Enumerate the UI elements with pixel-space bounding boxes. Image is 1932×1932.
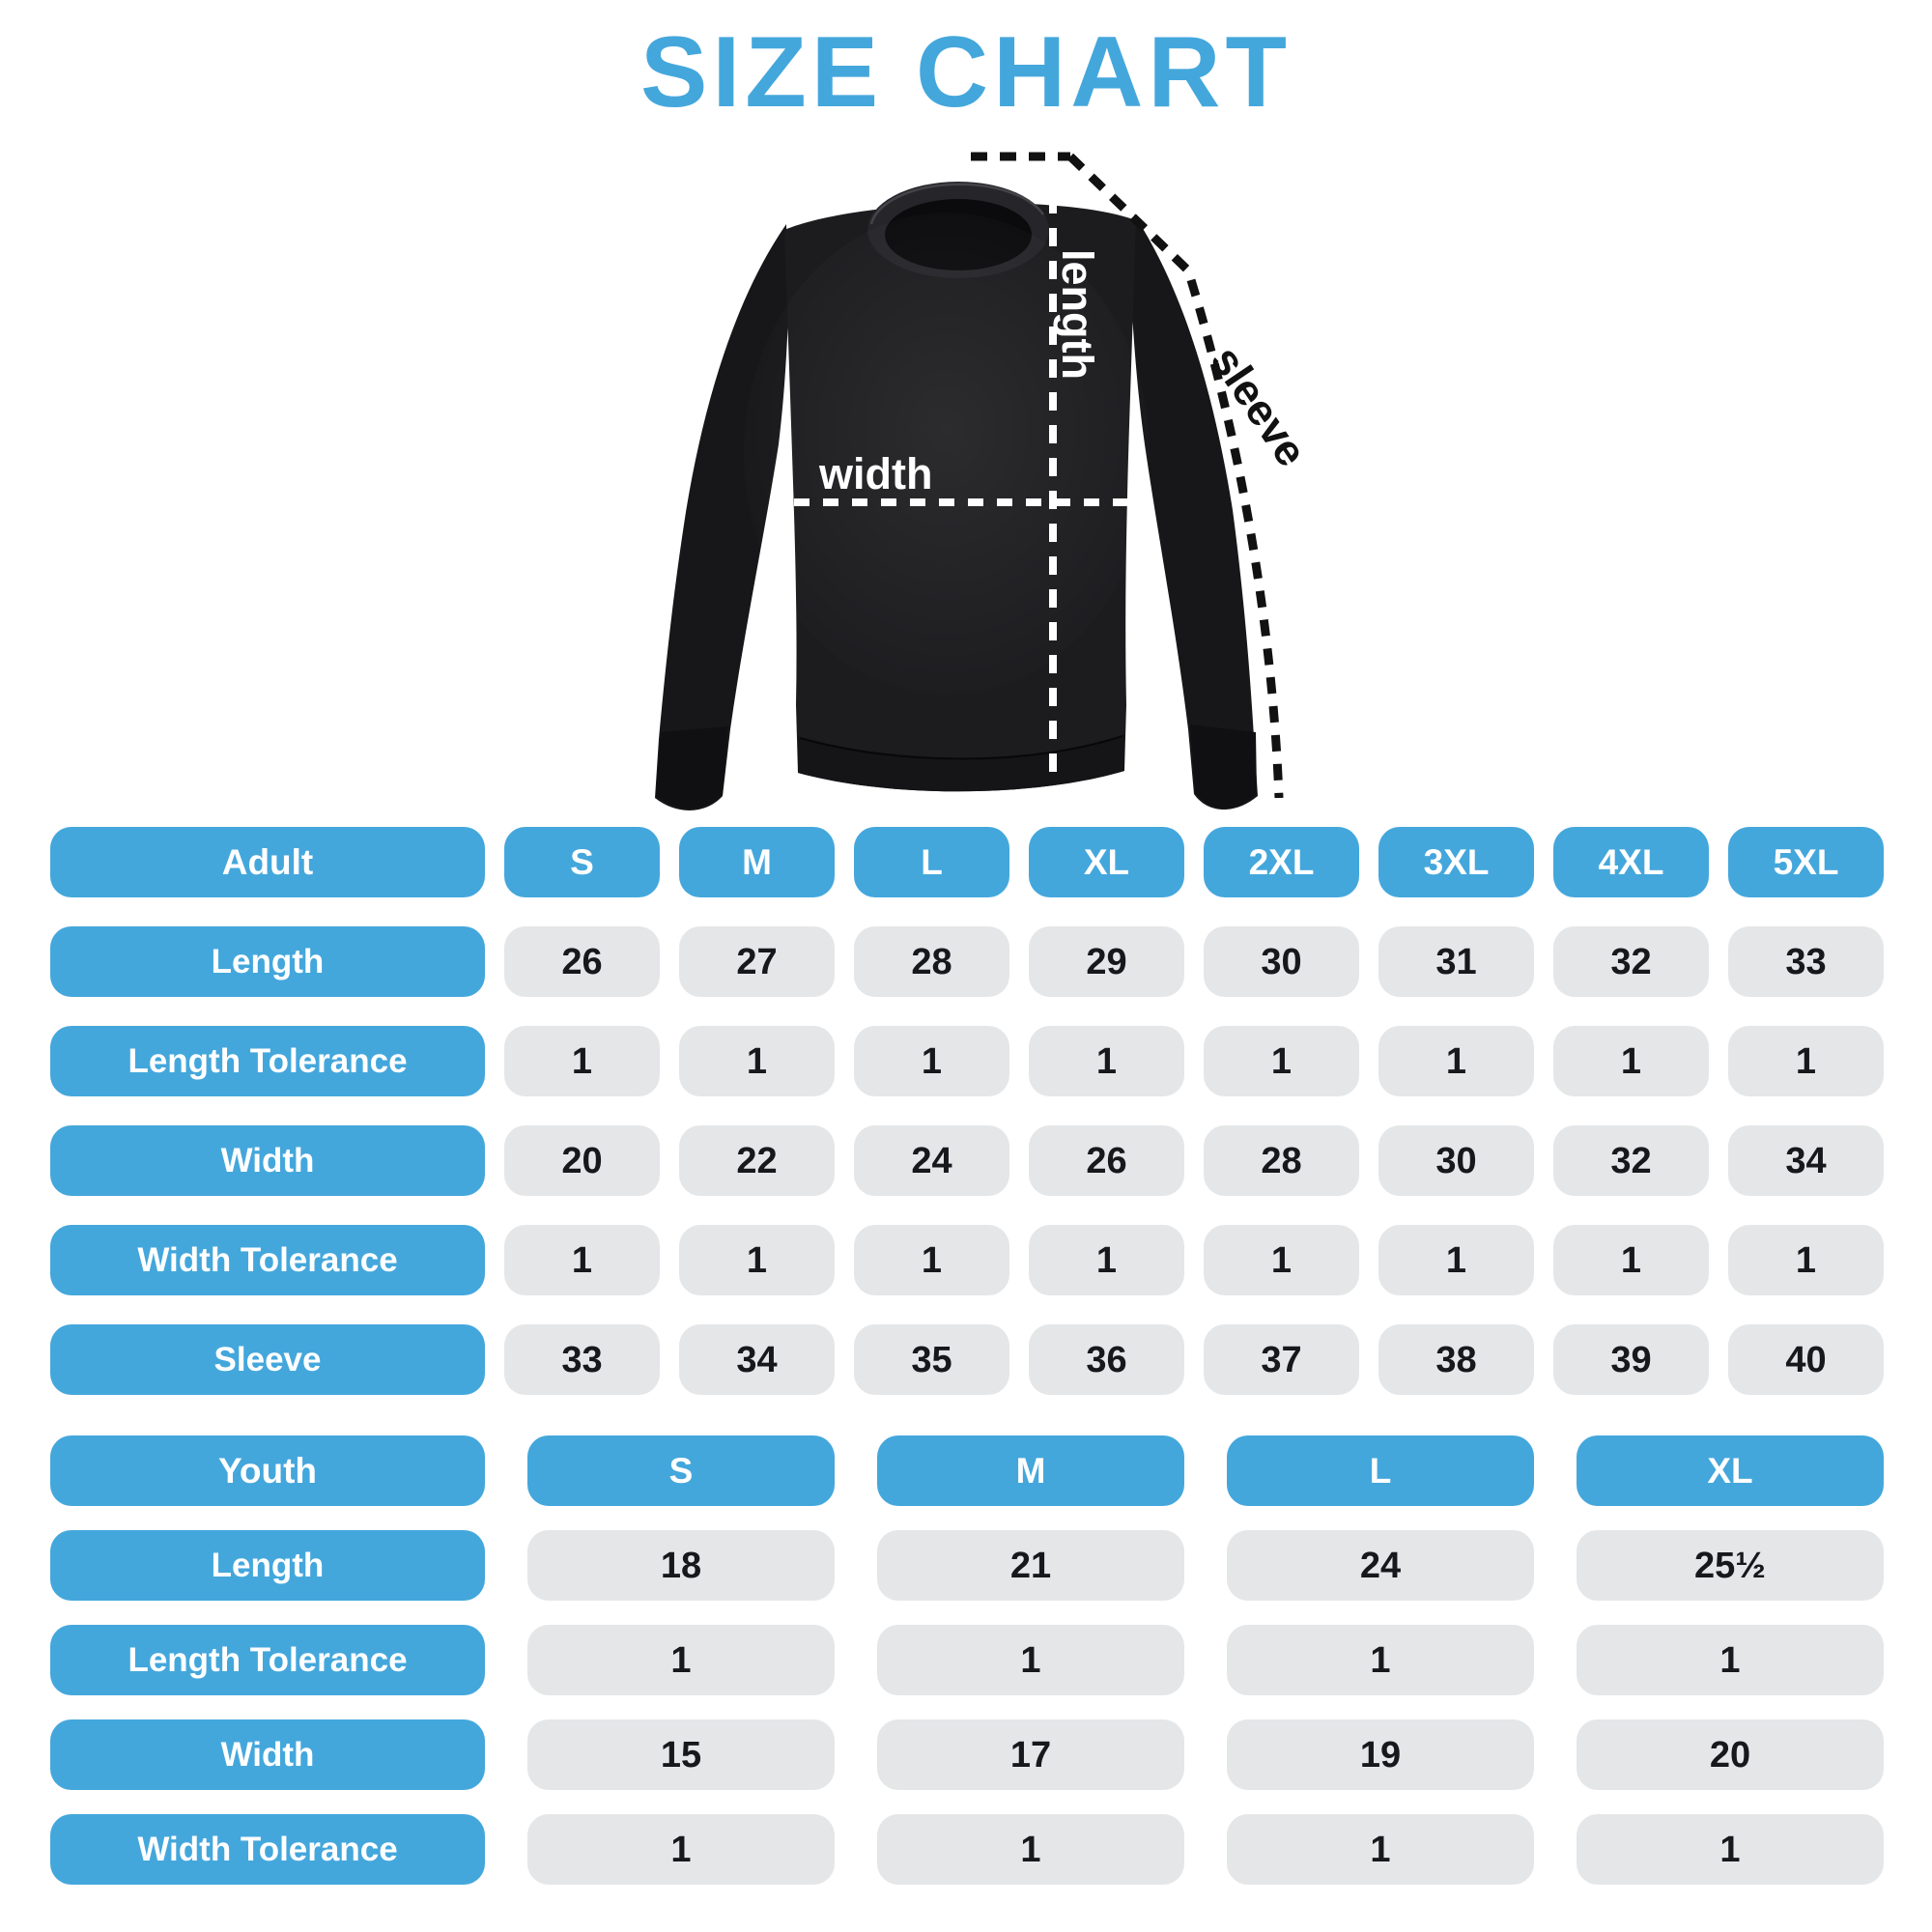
- adult-value-cell: 1: [1553, 1225, 1709, 1295]
- adult-value-cell: 1: [1029, 1026, 1184, 1096]
- adult-value-cell: 36: [1029, 1324, 1184, 1395]
- adult-value-cell: 1: [854, 1026, 1009, 1096]
- adult-value-cell: 33: [1728, 926, 1884, 997]
- shirt-right-cuff: [1190, 724, 1257, 809]
- youth-value-cell: 1: [1577, 1814, 1884, 1885]
- adult-value-cell: 1: [679, 1225, 835, 1295]
- adult-value-cell: 40: [1728, 1324, 1884, 1395]
- youth-value-cell: 19: [1227, 1719, 1534, 1790]
- shirt-highlight: [744, 213, 1150, 696]
- adult-value-cell: 27: [679, 926, 835, 997]
- adult-value-cell: 1: [1378, 1026, 1534, 1096]
- youth-size-header: S: [527, 1435, 835, 1506]
- adult-value-cell: 34: [1728, 1125, 1884, 1196]
- adult-row-label: Length Tolerance: [50, 1026, 485, 1096]
- adult-row-label: Width: [50, 1125, 485, 1196]
- adult-value-cell: 32: [1553, 1125, 1709, 1196]
- adult-value-cell: 1: [504, 1225, 660, 1295]
- adult-size-header: 4XL: [1553, 827, 1709, 897]
- youth-row-label: Length Tolerance: [50, 1625, 485, 1695]
- youth-value-cell: 1: [877, 1814, 1184, 1885]
- shirt-hem-seam: [799, 735, 1123, 760]
- adult-value-cell: 1: [1029, 1225, 1184, 1295]
- adult-value-cell: 39: [1553, 1324, 1709, 1395]
- shirt-hem-band: [798, 734, 1124, 792]
- adult-size-header: 2XL: [1204, 827, 1359, 897]
- adult-value-cell: 1: [1728, 1026, 1884, 1096]
- adult-value-cell: 38: [1378, 1324, 1534, 1395]
- adult-value-cell: 1: [1553, 1026, 1709, 1096]
- youth-size-table: Youth S M L XL Length 18 21 24 25½ Lengt…: [50, 1435, 1884, 1885]
- adult-size-header: L: [854, 827, 1009, 897]
- youth-value-cell: 1: [877, 1625, 1184, 1695]
- adult-row-label: Width Tolerance: [50, 1225, 485, 1295]
- adult-value-cell: 26: [504, 926, 660, 997]
- youth-value-cell: 1: [1577, 1625, 1884, 1695]
- adult-value-cell: 1: [1204, 1225, 1359, 1295]
- youth-row-label: Length: [50, 1530, 485, 1601]
- youth-value-cell: 18: [527, 1530, 835, 1601]
- adult-value-cell: 30: [1378, 1125, 1534, 1196]
- adult-value-cell: 1: [1204, 1026, 1359, 1096]
- adult-value-cell: 31: [1378, 926, 1534, 997]
- youth-value-cell: 17: [877, 1719, 1184, 1790]
- adult-value-cell: 22: [679, 1125, 835, 1196]
- adult-row-label: Length: [50, 926, 485, 997]
- youth-row-label: Width: [50, 1719, 485, 1790]
- length-label: length: [1053, 249, 1102, 380]
- adult-value-cell: 37: [1204, 1324, 1359, 1395]
- shirt-collar-rim: [869, 183, 1045, 225]
- youth-size-header: XL: [1577, 1435, 1884, 1506]
- shirt-left-sleeve: [655, 224, 788, 810]
- page-title: SIZE CHART: [640, 16, 1292, 128]
- adult-value-cell: 34: [679, 1324, 835, 1395]
- adult-value-cell: 1: [679, 1026, 835, 1096]
- youth-value-cell: 24: [1227, 1530, 1534, 1601]
- adult-value-cell: 30: [1204, 926, 1359, 997]
- adult-value-cell: 28: [1204, 1125, 1359, 1196]
- shirt-left-cuff: [656, 726, 728, 810]
- adult-value-cell: 33: [504, 1324, 660, 1395]
- adult-size-header: 5XL: [1728, 827, 1884, 897]
- adult-size-table: Adult S M L XL 2XL 3XL 4XL 5XL Length 26…: [50, 827, 1884, 1395]
- adult-row-label: Sleeve: [50, 1324, 485, 1395]
- adult-value-cell: 35: [854, 1324, 1009, 1395]
- youth-size-header: L: [1227, 1435, 1534, 1506]
- youth-row-label: Width Tolerance: [50, 1814, 485, 1885]
- adult-value-cell: 32: [1553, 926, 1709, 997]
- adult-value-cell: 26: [1029, 1125, 1184, 1196]
- youth-value-cell: 15: [527, 1719, 835, 1790]
- adult-size-header: 3XL: [1378, 827, 1534, 897]
- youth-value-cell: 21: [877, 1530, 1184, 1601]
- shirt-right-sleeve: [1132, 214, 1258, 810]
- sweatshirt-measurement-diagram: width length sleeve: [655, 152, 1317, 810]
- youth-value-cell: 20: [1577, 1719, 1884, 1790]
- youth-value-cell: 25½: [1577, 1530, 1884, 1601]
- adult-table-title: Adult: [50, 827, 485, 897]
- youth-table-title: Youth: [50, 1435, 485, 1506]
- youth-value-cell: 1: [527, 1625, 835, 1695]
- adult-value-cell: 1: [1378, 1225, 1534, 1295]
- adult-value-cell: 1: [854, 1225, 1009, 1295]
- adult-value-cell: 28: [854, 926, 1009, 997]
- adult-value-cell: 1: [504, 1026, 660, 1096]
- adult-size-header: S: [504, 827, 660, 897]
- width-label: width: [818, 449, 932, 498]
- sleeve-measure-line-diagonal: [1066, 153, 1284, 799]
- youth-size-header: M: [877, 1435, 1184, 1506]
- adult-size-header: M: [679, 827, 835, 897]
- youth-value-cell: 1: [1227, 1814, 1534, 1885]
- adult-value-cell: 20: [504, 1125, 660, 1196]
- adult-value-cell: 24: [854, 1125, 1009, 1196]
- youth-value-cell: 1: [1227, 1625, 1534, 1695]
- adult-value-cell: 29: [1029, 926, 1184, 997]
- adult-value-cell: 1: [1728, 1225, 1884, 1295]
- adult-size-header: XL: [1029, 827, 1184, 897]
- youth-value-cell: 1: [527, 1814, 835, 1885]
